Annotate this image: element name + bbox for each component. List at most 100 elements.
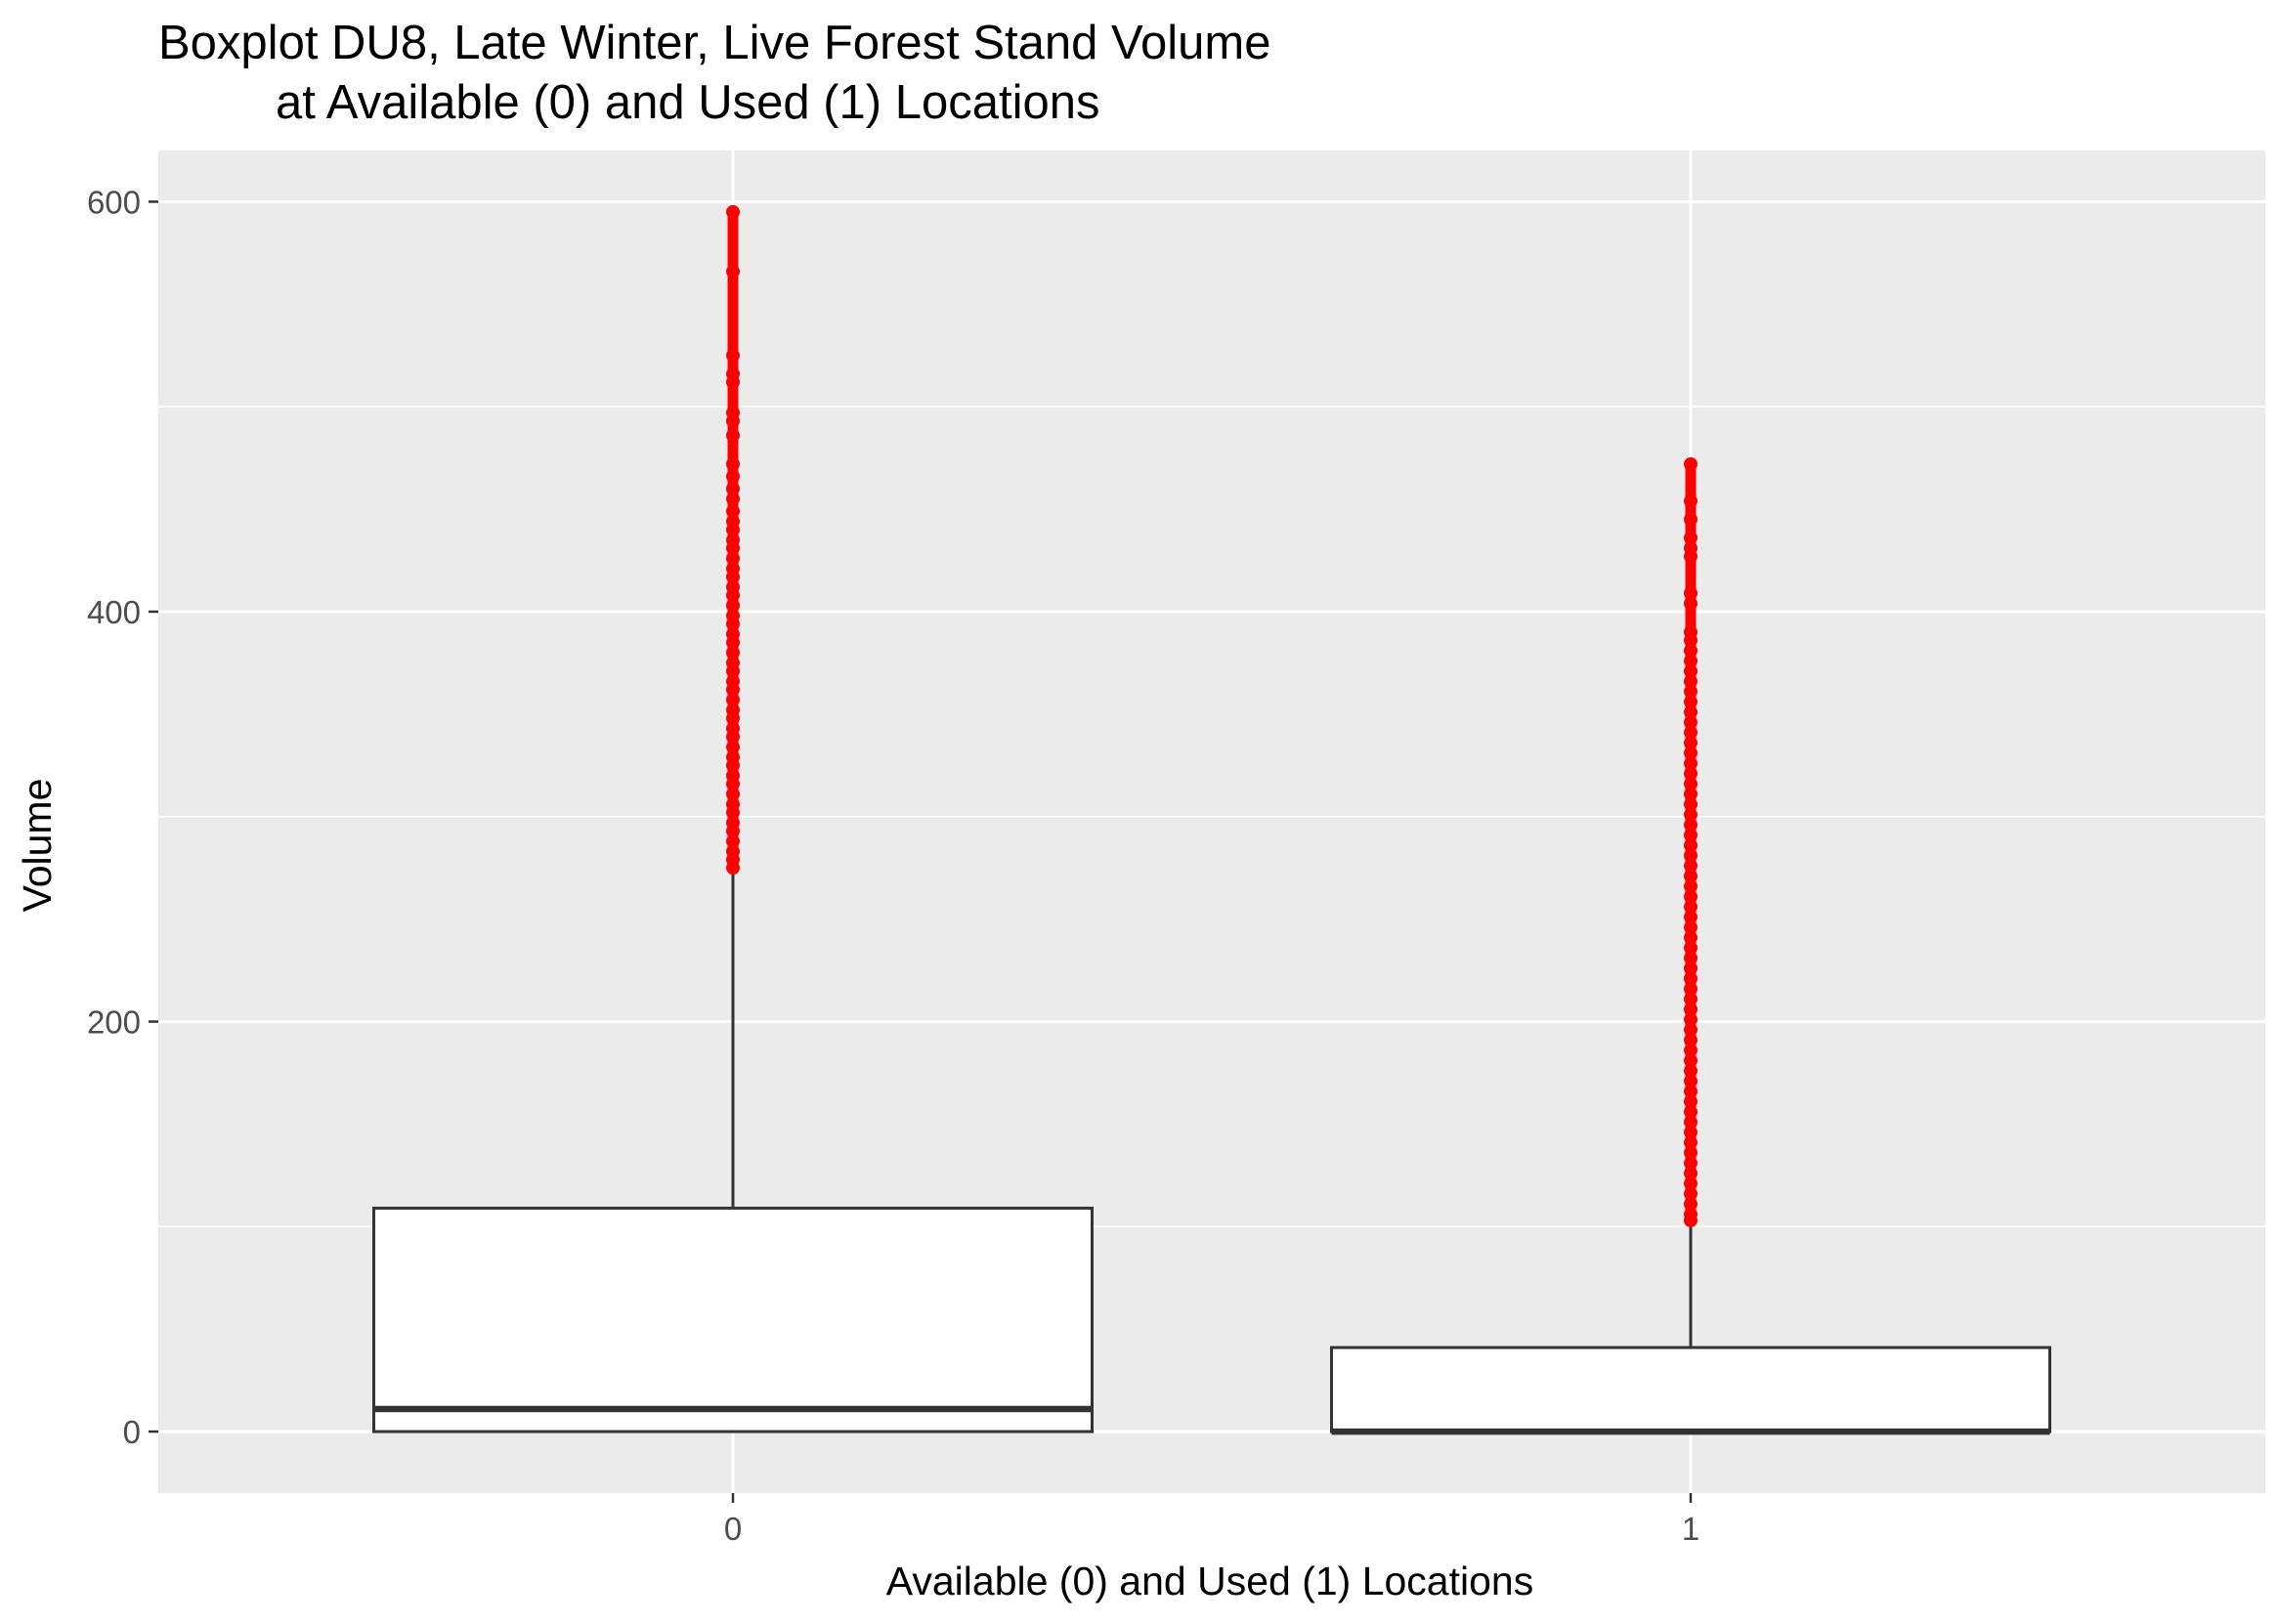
outlier-point <box>726 348 740 363</box>
outlier-point <box>726 824 740 838</box>
outlier-point <box>726 264 740 278</box>
outlier-point <box>1684 930 1698 945</box>
outlier-point <box>1684 1104 1698 1119</box>
outlier-point <box>1684 1197 1698 1212</box>
outlier-point <box>726 504 740 519</box>
outlier-point <box>1684 736 1698 750</box>
outlier-point <box>726 469 740 484</box>
outlier-points <box>726 204 1698 1228</box>
outlier-point <box>726 598 740 613</box>
outlier-point <box>1684 674 1698 689</box>
outlier-point <box>726 645 740 660</box>
outlier-point <box>1684 1053 1698 1068</box>
outlier-point <box>1684 633 1698 648</box>
outlier-point <box>726 617 740 631</box>
outlier-point <box>1684 456 1698 471</box>
outlier-point <box>1684 787 1698 801</box>
outlier-point <box>1684 961 1698 975</box>
outlier-point <box>1684 1063 1698 1078</box>
outlier-point <box>1684 512 1698 527</box>
outlier-point <box>1684 1115 1698 1130</box>
outlier-point <box>726 663 740 678</box>
outlier-point <box>1684 859 1698 874</box>
outlier-point <box>1684 1186 1698 1201</box>
outlier-point <box>1684 879 1698 894</box>
outlier-point <box>726 693 740 707</box>
outlier-point <box>1684 1145 1698 1160</box>
outlier-point <box>1684 1022 1698 1037</box>
outlier-point <box>1684 807 1698 822</box>
axes: 0 200 400 600 0 1 <box>87 184 1699 1547</box>
outlier-point <box>726 204 740 219</box>
outlier-point <box>726 570 740 584</box>
outlier-point <box>1684 1012 1698 1027</box>
outlier-point <box>726 711 740 726</box>
outlier-point <box>726 540 740 555</box>
outlier-point <box>1684 596 1698 611</box>
y-axis-title: Volume <box>15 779 60 913</box>
outlier-point <box>1684 663 1698 678</box>
outlier-point <box>726 740 740 754</box>
outlier-point <box>1684 869 1698 883</box>
outlier-point <box>1684 715 1698 730</box>
outlier-point <box>1684 1002 1698 1016</box>
chart-subtitle: at Available (0) and Used (1) Locations <box>276 76 1099 129</box>
outlier-point <box>1684 531 1698 545</box>
y-tick-label: 600 <box>87 184 141 220</box>
outlier-point <box>1684 951 1698 965</box>
outlier-point <box>1684 828 1698 842</box>
outlier-point <box>1684 705 1698 719</box>
outlier-point <box>726 428 740 443</box>
outlier-point <box>1684 777 1698 791</box>
outlier-point <box>1684 493 1698 508</box>
chart-title: Boxplot DU8, Late Winter, Live Forest St… <box>158 17 1270 69</box>
y-tick-label: 400 <box>87 594 141 630</box>
outlier-point <box>1684 746 1698 760</box>
outlier-point <box>1684 654 1698 668</box>
outlier-point <box>1684 1033 1698 1047</box>
outlier-point <box>1684 1166 1698 1180</box>
outlier-point <box>1684 981 1698 996</box>
x-tick-label: 0 <box>724 1511 742 1547</box>
outlier-point <box>1684 848 1698 863</box>
outlier-point <box>726 777 740 791</box>
outlier-point <box>1684 818 1698 833</box>
x-tick-label: 1 <box>1682 1511 1699 1547</box>
outlier-point <box>1684 643 1698 658</box>
outlier-point <box>726 833 740 848</box>
outlier-point <box>726 413 740 428</box>
outlier-point <box>1684 756 1698 771</box>
outlier-point <box>1684 920 1698 935</box>
outlier-point <box>1684 1176 1698 1191</box>
outlier-point <box>726 523 740 537</box>
outlier-point <box>1684 1074 1698 1089</box>
outlier-point <box>1684 1084 1698 1098</box>
outlier-point <box>1684 766 1698 781</box>
outlier-point <box>726 787 740 801</box>
outlier-point <box>1684 838 1698 853</box>
outlier-point <box>1684 900 1698 915</box>
outlier-point <box>726 682 740 697</box>
outlier-point <box>1684 971 1698 986</box>
outlier-point <box>1684 1135 1698 1150</box>
outlier-point <box>1684 941 1698 956</box>
outlier-point <box>1684 549 1698 564</box>
outlier-point <box>726 758 740 773</box>
outlier-point <box>1684 1156 1698 1171</box>
outlier-point <box>726 729 740 744</box>
outlier-point <box>1684 1214 1698 1228</box>
y-tick-label: 200 <box>87 1004 141 1041</box>
outlier-point <box>726 635 740 650</box>
outlier-point <box>1684 725 1698 740</box>
outlier-point <box>726 456 740 471</box>
boxes <box>372 874 2051 1435</box>
x-axis-title: Available (0) and Used (1) Locations <box>886 1559 1533 1603</box>
outlier-point <box>726 482 740 496</box>
outlier-point <box>726 588 740 603</box>
outlier-point <box>726 861 740 876</box>
outlier-point <box>726 375 740 390</box>
box-iqr <box>372 1206 1094 1433</box>
outlier-point <box>1684 695 1698 709</box>
outlier-point <box>726 491 740 506</box>
